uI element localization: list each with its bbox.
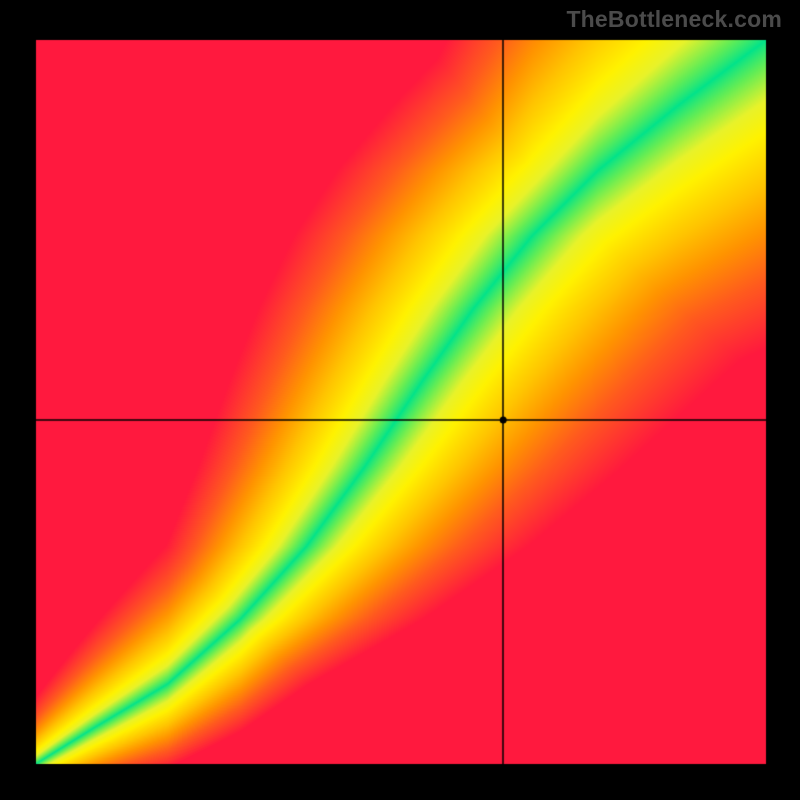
- bottleneck-heatmap: [0, 0, 800, 800]
- watermark-text: TheBottleneck.com: [566, 6, 782, 33]
